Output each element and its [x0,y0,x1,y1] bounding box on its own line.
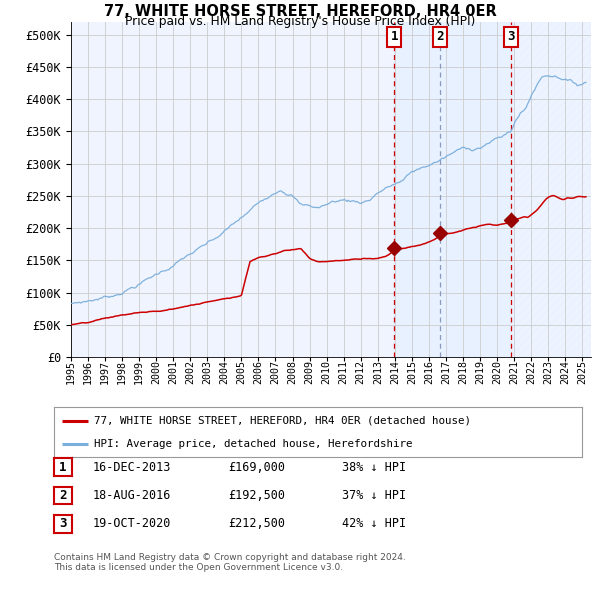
Text: 2005: 2005 [236,360,247,384]
Text: 2024: 2024 [560,360,571,384]
Text: 42% ↓ HPI: 42% ↓ HPI [342,517,406,530]
Text: £169,000: £169,000 [228,461,285,474]
Text: 2016: 2016 [424,360,434,384]
Text: 2008: 2008 [287,360,298,384]
Text: 77, WHITE HORSE STREET, HEREFORD, HR4 0ER (detached house): 77, WHITE HORSE STREET, HEREFORD, HR4 0E… [94,415,470,425]
Text: 2: 2 [436,31,443,44]
Text: 2017: 2017 [441,360,451,384]
Text: 2006: 2006 [253,360,263,384]
Text: 2015: 2015 [407,360,417,384]
Text: 1996: 1996 [83,360,93,384]
Text: 1997: 1997 [100,360,110,384]
Text: This data is licensed under the Open Government Licence v3.0.: This data is licensed under the Open Gov… [54,563,343,572]
Text: 18-AUG-2016: 18-AUG-2016 [93,489,172,502]
Text: 3: 3 [59,517,67,530]
Text: 2013: 2013 [373,360,383,384]
Text: 16-DEC-2013: 16-DEC-2013 [93,461,172,474]
Text: £212,500: £212,500 [228,517,285,530]
Text: 2021: 2021 [509,360,519,384]
Text: 2011: 2011 [338,360,349,384]
Text: £192,500: £192,500 [228,489,285,502]
Text: 2007: 2007 [271,360,280,384]
Text: 2010: 2010 [322,360,332,384]
Text: 2019: 2019 [475,360,485,384]
Text: 37% ↓ HPI: 37% ↓ HPI [342,489,406,502]
Text: Contains HM Land Registry data © Crown copyright and database right 2024.: Contains HM Land Registry data © Crown c… [54,553,406,562]
Text: 2014: 2014 [390,360,400,384]
Text: 1995: 1995 [66,360,76,384]
Text: 2009: 2009 [305,360,314,384]
Text: HPI: Average price, detached house, Herefordshire: HPI: Average price, detached house, Here… [94,439,412,449]
Text: 1: 1 [391,31,398,44]
Text: 2003: 2003 [202,360,212,384]
Text: 1998: 1998 [117,360,127,384]
Text: 2: 2 [59,489,67,502]
Text: 2002: 2002 [185,360,195,384]
Text: 2000: 2000 [151,360,161,384]
Text: 2020: 2020 [492,360,502,384]
Text: 2018: 2018 [458,360,468,384]
Text: 2023: 2023 [544,360,553,384]
Text: 2022: 2022 [526,360,536,384]
Text: 1: 1 [59,461,67,474]
Text: Price paid vs. HM Land Registry's House Price Index (HPI): Price paid vs. HM Land Registry's House … [125,15,475,28]
Text: 2012: 2012 [356,360,366,384]
Bar [394,22,511,357]
Text: 38% ↓ HPI: 38% ↓ HPI [342,461,406,474]
Text: 77, WHITE HORSE STREET, HEREFORD, HR4 0ER: 77, WHITE HORSE STREET, HEREFORD, HR4 0E… [104,4,496,19]
Text: 2004: 2004 [220,360,229,384]
Text: 1999: 1999 [134,360,144,384]
Text: 2025: 2025 [577,360,587,384]
Bar [511,22,591,357]
Text: 3: 3 [507,31,515,44]
Text: 19-OCT-2020: 19-OCT-2020 [93,517,172,530]
Text: 2001: 2001 [168,360,178,384]
